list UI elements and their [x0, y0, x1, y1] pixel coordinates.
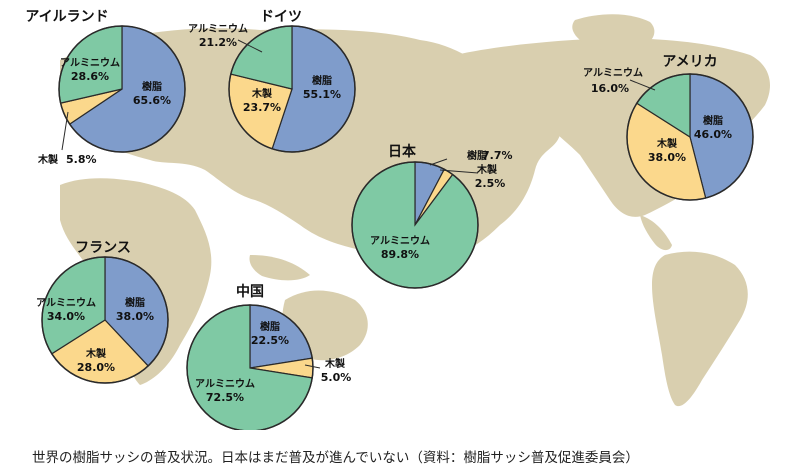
- label-leader-line: [429, 158, 448, 166]
- slice-name-label: 木製: [476, 163, 497, 176]
- pie-outline: [351, 161, 479, 289]
- pie-outline: [41, 256, 169, 384]
- figure-caption: 世界の樹脂サッシの普及状況。日本はまだ普及が進んでいない（資料：樹脂サッシ普及促…: [32, 450, 639, 466]
- slice-name-label: アルミニウム: [195, 378, 255, 390]
- label-leader-line: [629, 79, 656, 91]
- slice-name-label: 樹脂: [260, 320, 280, 333]
- pie-outline: [228, 25, 356, 153]
- slice-value-label: 7.7%: [482, 149, 513, 162]
- label-leader-line: [61, 111, 69, 151]
- slice-name-label: 木製: [251, 87, 272, 100]
- slice-value-label: 34.0%: [47, 310, 85, 323]
- slice-name-label: 木製: [656, 137, 677, 150]
- slice-name-label: 樹脂: [142, 80, 162, 93]
- slice-name-label: アルミニウム: [370, 235, 430, 247]
- landmass-central-america: [640, 215, 672, 251]
- slice-name-label: 樹脂: [312, 74, 332, 87]
- slice-name-label: 木製: [85, 347, 106, 360]
- pie-title: アメリカ: [662, 54, 717, 70]
- slice-value-label: 28.0%: [77, 361, 115, 374]
- slice-value-label: 89.8%: [381, 248, 419, 261]
- slice-name-label: アルミニウム: [60, 57, 120, 69]
- pie-title: 中国: [236, 283, 264, 300]
- slice-value-label: 38.0%: [116, 310, 154, 323]
- slice-name-label: 木製: [37, 153, 58, 166]
- slice-value-label: 5.0%: [321, 371, 352, 384]
- slice-value-label: 65.6%: [133, 94, 171, 107]
- landmass-southeast-asia: [249, 255, 310, 281]
- slice-name-label: 樹脂: [703, 114, 723, 127]
- pie-outline: [626, 73, 754, 201]
- slice-value-label: 55.1%: [303, 88, 341, 101]
- slice-value-label: 72.5%: [206, 391, 244, 404]
- slice-value-label: 28.6%: [71, 70, 109, 83]
- slice-value-label: 16.0%: [591, 82, 629, 95]
- slice-name-label: アルミニウム: [36, 297, 96, 309]
- slice-name-label: 木製: [324, 357, 345, 370]
- slice-name-label: アルミニウム: [583, 67, 643, 79]
- slice-name-label: 樹脂: [125, 296, 145, 309]
- pie-title: ドイツ: [260, 9, 302, 25]
- landmass-greenland: [572, 14, 655, 52]
- slice-value-label: 46.0%: [694, 128, 732, 141]
- label-leader-line: [439, 169, 479, 174]
- slice-value-label: 38.0%: [648, 151, 686, 164]
- slice-name-label: アルミニウム: [188, 23, 248, 35]
- slice-value-label: 23.7%: [243, 101, 281, 114]
- slice-value-label: 21.2%: [199, 36, 237, 49]
- pie-outline: [58, 25, 186, 153]
- pie-title: フランス: [75, 240, 131, 256]
- label-leader-line: [237, 39, 263, 53]
- label-leader-line: [304, 364, 321, 369]
- slice-name-label: 樹脂: [467, 149, 487, 162]
- slice-value-label: 22.5%: [251, 334, 289, 347]
- slice-value-label: 5.8%: [66, 153, 97, 166]
- landmass-south-america: [652, 251, 748, 407]
- pie-title: アイルランド: [25, 9, 108, 25]
- pie-title: 日本: [388, 143, 417, 160]
- slice-value-label: 2.5%: [475, 177, 506, 190]
- pie-outline: [186, 304, 314, 430]
